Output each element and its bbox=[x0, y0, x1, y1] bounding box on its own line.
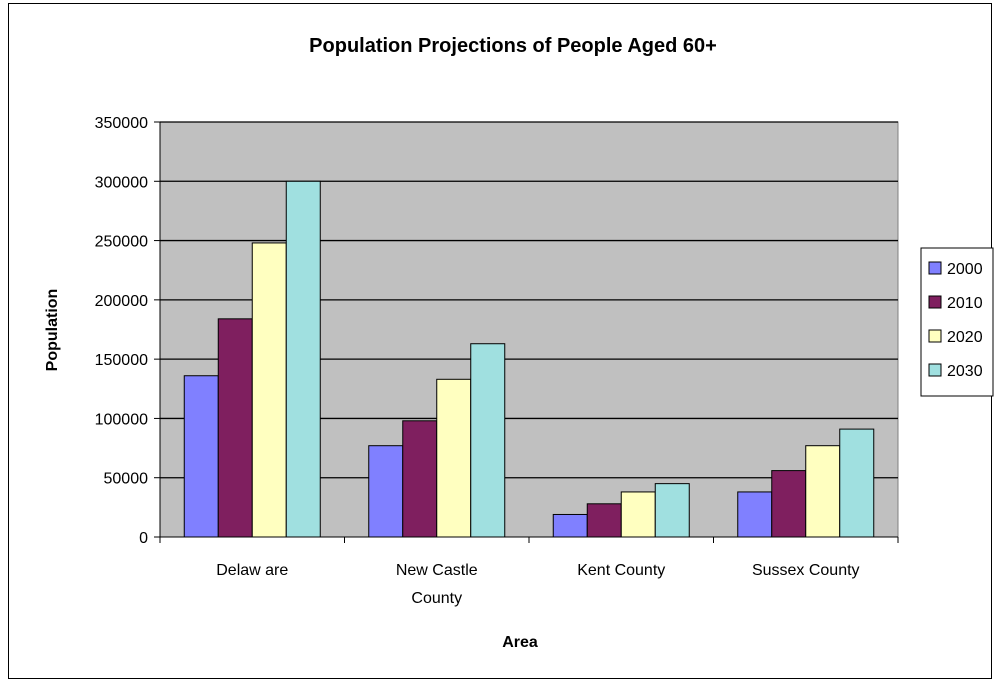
bar-2010-3 bbox=[771, 470, 807, 538]
y-tick-label: 200000 bbox=[95, 293, 148, 310]
x-tick-label: Kent County bbox=[577, 562, 665, 579]
y-tick-labels: 0 50000 100000 150000 200000 250000 300000 3500… bbox=[95, 115, 148, 547]
x-tick-label: Sussex County bbox=[752, 562, 860, 579]
bar-2030-1 bbox=[470, 343, 506, 538]
bar-2010-2 bbox=[586, 503, 622, 538]
legend-swatch-2030 bbox=[928, 363, 942, 377]
bar-2030-3 bbox=[839, 428, 875, 538]
legend-label-2030: 2030 bbox=[947, 363, 983, 380]
x-tick-label: County bbox=[411, 590, 462, 607]
bar-2020-3 bbox=[805, 445, 841, 538]
legend-label-2000: 2000 bbox=[947, 261, 983, 278]
chart-title: Population Projections of People Aged 60… bbox=[309, 35, 717, 57]
bar-2030-2 bbox=[654, 483, 690, 538]
axes bbox=[154, 121, 899, 543]
bar-2000-3 bbox=[737, 491, 773, 538]
x-axis-title: Area bbox=[502, 634, 538, 651]
y-tick-label: 150000 bbox=[95, 352, 148, 369]
bar-2000-2 bbox=[552, 513, 588, 538]
bar-2010-0 bbox=[217, 318, 253, 538]
y-tick-label: 350000 bbox=[95, 115, 148, 132]
x-tick-labels: Delaw are New Castle County Kent County Suss… bbox=[216, 562, 859, 607]
x-tick-label: New Castle bbox=[396, 562, 478, 579]
bar-2010-1 bbox=[402, 420, 438, 538]
legend-label-2020: 2020 bbox=[947, 329, 983, 346]
bar-2000-0 bbox=[183, 375, 219, 538]
y-tick-label: 250000 bbox=[95, 234, 148, 251]
y-tick-label: 50000 bbox=[104, 471, 149, 488]
legend-swatch-2020 bbox=[928, 329, 942, 343]
bar-2030-0 bbox=[285, 180, 321, 538]
y-axis-title: Population bbox=[44, 289, 61, 372]
bar-2000-1 bbox=[368, 445, 404, 538]
y-tick-label: 0 bbox=[139, 530, 148, 547]
bar-2020-2 bbox=[620, 491, 656, 538]
y-tick-label: 300000 bbox=[95, 174, 148, 191]
bar-2020-1 bbox=[436, 378, 472, 538]
legend-swatch-2000 bbox=[928, 261, 942, 275]
bar-2020-0 bbox=[251, 242, 287, 538]
legend-swatch-2010 bbox=[928, 295, 942, 309]
y-tick-label: 100000 bbox=[95, 411, 148, 428]
bars bbox=[183, 180, 875, 538]
x-tick-label: Delaw are bbox=[216, 562, 288, 579]
legend-label-2010: 2010 bbox=[947, 295, 983, 312]
legend: 2000 2010 2020 2030 bbox=[920, 247, 994, 397]
